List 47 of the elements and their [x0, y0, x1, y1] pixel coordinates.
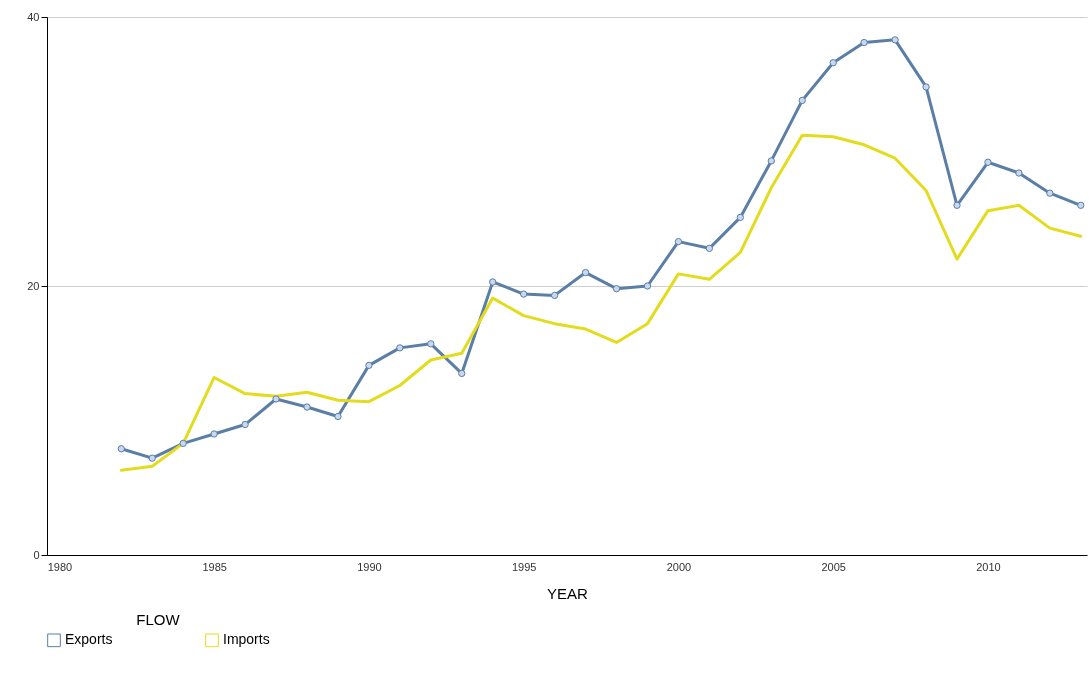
- point: [1015, 169, 1023, 177]
- x-tick-label: 1990: [357, 560, 382, 573]
- y-tick-label: 0: [33, 548, 40, 561]
- point: [1077, 201, 1085, 209]
- point: [612, 285, 621, 293]
- point: [705, 244, 714, 252]
- legend-label: Imports: [223, 631, 270, 648]
- point: [179, 439, 187, 448]
- x-axis-title: YEAR: [547, 584, 589, 602]
- point: [798, 96, 806, 105]
- point: [396, 344, 404, 352]
- point: [117, 445, 125, 453]
- x-tick-label: 2005: [821, 560, 846, 573]
- point: [365, 361, 373, 370]
- point: [1046, 189, 1054, 197]
- x-tick-label: 1985: [202, 560, 227, 573]
- point: [767, 157, 775, 165]
- point: [829, 59, 837, 67]
- point: [427, 340, 435, 348]
- point: [334, 412, 342, 421]
- point: [241, 420, 249, 429]
- point: [581, 268, 590, 277]
- x-tick-label: 1980: [47, 560, 73, 573]
- legend-title: FLOW: [136, 611, 181, 628]
- y-tick-label: 40: [27, 10, 40, 23]
- point: [458, 369, 466, 378]
- point: [272, 395, 280, 403]
- point: [891, 36, 899, 44]
- point: [984, 158, 992, 166]
- point: [489, 278, 497, 286]
- point: [860, 38, 868, 47]
- point: [953, 201, 961, 209]
- point: [674, 237, 683, 246]
- line-series: [119, 133, 1083, 472]
- x-tick-label: 2000: [666, 560, 692, 573]
- point: [736, 213, 744, 222]
- x-tick-label: 2010: [976, 560, 1001, 573]
- legend-label: Exports: [65, 631, 113, 648]
- point: [520, 290, 528, 298]
- x-tick-label: 1995: [511, 560, 537, 573]
- y-tick-label: 20: [27, 279, 40, 292]
- point: [148, 454, 156, 462]
- point: [550, 291, 559, 300]
- point: [643, 282, 652, 290]
- point: [303, 403, 311, 411]
- point: [210, 430, 218, 438]
- point: [922, 83, 930, 91]
